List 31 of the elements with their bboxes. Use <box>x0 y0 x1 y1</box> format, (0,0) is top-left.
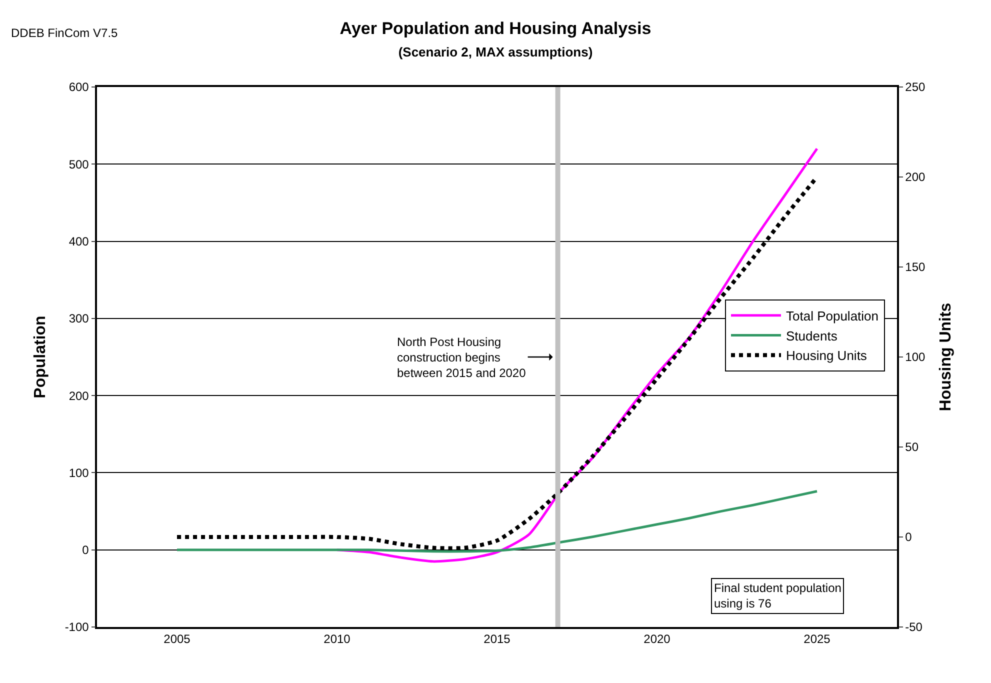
y2-tick-label: 200 <box>905 170 926 184</box>
y-tick-label: 400 <box>68 234 90 248</box>
line-series <box>176 490 818 553</box>
annotation: North Post Housing construction begins between 2015 and 2020 <box>397 335 526 380</box>
y-tick-label: -100 <box>64 620 90 634</box>
y-tick-label: 300 <box>68 312 90 326</box>
x-tick-label: 2005 <box>164 632 191 646</box>
x-tick-label: 2010 <box>324 632 351 646</box>
text: DDEB FinCom V7.5 <box>11 26 118 40</box>
legend-label: Housing Units <box>786 348 868 364</box>
y2-tick-label: 50 <box>905 440 919 454</box>
legend-label: Total Population <box>786 308 879 324</box>
x-tick-label: 2020 <box>644 632 671 646</box>
y-tick-label: 500 <box>68 157 90 172</box>
y-tick-label: 100 <box>68 466 90 480</box>
y2-tick-label: -50 <box>905 620 923 634</box>
y2-axis-title: Housing Units <box>938 302 955 412</box>
y-tick-label: 200 <box>68 388 90 403</box>
y-tick-label: 0 <box>82 543 90 558</box>
y2-tick-label: 250 <box>905 80 926 94</box>
y-tick-label: 600 <box>68 80 90 94</box>
x-tick-label: 2015 <box>484 632 511 646</box>
annotation: Final student population using is 76 <box>714 581 842 611</box>
y-axis-title: Population <box>32 316 50 398</box>
x-tick-label: 2025 <box>804 632 831 646</box>
y2-tick-label: 150 <box>905 260 926 274</box>
chart-subtitle: (Scenario 2, MAX assumptions) <box>398 44 593 60</box>
chart-title: Ayer Population and Housing Analysis <box>340 19 652 38</box>
y2-tick-label: 100 <box>905 350 926 364</box>
legend-label: Students <box>786 328 838 344</box>
y2-tick-label: 0 <box>905 530 912 544</box>
